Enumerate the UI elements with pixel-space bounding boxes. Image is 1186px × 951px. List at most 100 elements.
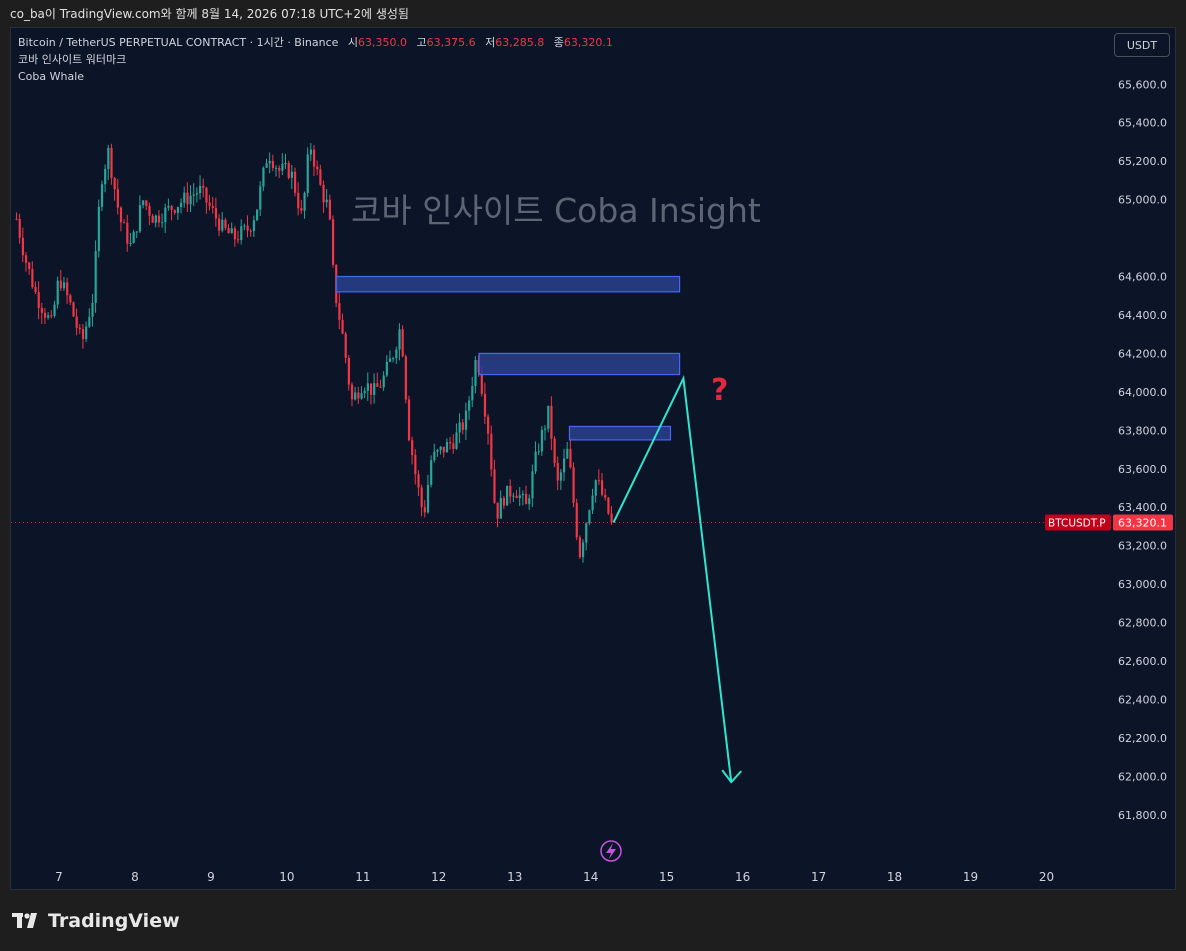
- candle-body: [366, 383, 369, 391]
- candle-body: [325, 199, 328, 203]
- price-axis-label: 62,800.0: [1118, 617, 1167, 630]
- candle-body: [21, 237, 24, 256]
- question-mark: ?: [711, 373, 728, 408]
- candle-body: [274, 167, 278, 169]
- candle-body: [360, 393, 363, 399]
- candle-body: [312, 149, 316, 167]
- low-label: 저: [485, 36, 496, 49]
- candle-body: [271, 160, 275, 169]
- candle-body: [233, 228, 237, 240]
- candle-body: [553, 438, 556, 463]
- time-axis-label: 12: [431, 870, 446, 884]
- candle-body: [575, 502, 578, 538]
- time-axis-label: 14: [583, 870, 598, 884]
- candle-body: [483, 393, 487, 417]
- price-chart[interactable]: 코바 인사이트 Coba Insight? 61,800.0 62,000.0 62,…: [11, 28, 1176, 890]
- price-tag: 63,320.1: [1118, 517, 1167, 530]
- candle-body: [293, 171, 297, 193]
- candle-body: [256, 209, 259, 221]
- price-axis-label: 61,800.0: [1118, 809, 1167, 822]
- time-axis-label: 20: [1039, 870, 1054, 884]
- candle-body: [53, 304, 56, 316]
- candle-body: [581, 542, 585, 558]
- price-axis-label: 63,800.0: [1118, 424, 1167, 437]
- candle-body: [246, 225, 249, 231]
- candle-body: [423, 507, 426, 513]
- price-axis-label: 62,200.0: [1118, 732, 1167, 745]
- candle-body: [506, 485, 509, 506]
- candle-body: [265, 163, 268, 168]
- candle-body: [534, 451, 537, 472]
- candle-body: [116, 189, 119, 208]
- candle-body: [252, 220, 256, 232]
- time-axis-label: 18: [887, 870, 902, 884]
- indicator-coba-whale[interactable]: Coba Whale: [18, 70, 85, 83]
- candle-body: [259, 186, 262, 210]
- candle-body: [392, 358, 395, 360]
- candle-body: [363, 390, 366, 394]
- candle-body: [199, 185, 202, 194]
- candle-body: [56, 280, 59, 305]
- candle-body: [145, 200, 148, 206]
- tradingview-wordmark: TradingView: [48, 910, 180, 932]
- candle-body: [401, 329, 404, 357]
- price-axis-label: 63,400.0: [1118, 501, 1167, 514]
- candle-body: [50, 315, 53, 317]
- candle-body: [319, 169, 322, 185]
- candle-body: [138, 205, 142, 232]
- candle-body: [34, 287, 37, 293]
- tradingview-logo-icon: [12, 913, 37, 928]
- candle-body: [91, 302, 94, 317]
- candle-body: [572, 467, 575, 503]
- candle-body: [192, 194, 195, 196]
- candle-body: [290, 171, 294, 178]
- candle-body: [104, 168, 107, 185]
- currency-button[interactable]: USDT: [1114, 33, 1170, 57]
- candle-body: [281, 164, 284, 171]
- candle-body: [404, 356, 407, 400]
- candle-body: [468, 400, 471, 411]
- candle-body: [417, 474, 420, 488]
- candle-body: [161, 222, 164, 224]
- resistance-zone-3: [568, 425, 672, 441]
- candle-body: [509, 485, 512, 497]
- tradingview-branding[interactable]: TradingView: [12, 906, 180, 936]
- candle-body: [591, 495, 594, 511]
- candle-body: [113, 178, 116, 190]
- candle-body: [306, 154, 309, 193]
- candle-body: [180, 202, 183, 208]
- candle-body: [487, 416, 490, 434]
- candle-body: [442, 446, 445, 453]
- candle-body: [249, 230, 252, 232]
- candle-body: [85, 326, 88, 340]
- candle-body: [525, 493, 528, 505]
- resistance-zone-1: [335, 275, 681, 293]
- lightning-icon[interactable]: [600, 840, 622, 862]
- candle-body: [309, 149, 313, 155]
- candle-body: [126, 222, 129, 244]
- candle-body: [550, 405, 553, 439]
- candle-body: [94, 251, 97, 303]
- candle-body: [300, 208, 303, 211]
- time-axis-label: 19: [963, 870, 978, 884]
- candle-body: [398, 329, 401, 350]
- time-axis-label: 17: [811, 870, 826, 884]
- symbol-title[interactable]: Bitcoin / TetherUS PERPETUAL CONTRACT · …: [18, 36, 339, 49]
- candle-body: [224, 219, 227, 228]
- candle-body: [167, 205, 170, 208]
- candle-body: [66, 282, 69, 296]
- candle-body: [218, 218, 221, 231]
- candle-body: [458, 422, 461, 433]
- candle-body: [430, 460, 433, 485]
- candle-body: [496, 502, 499, 519]
- candle-body: [600, 480, 604, 495]
- indicator-watermark[interactable]: 코바 인사이트 워터마크: [18, 53, 127, 66]
- candle-body: [376, 383, 379, 387]
- candle-body: [230, 228, 233, 234]
- chart-frame[interactable]: 코바 인사이트 Coba Insight? 61,800.0 62,000.0 62,…: [10, 27, 1176, 890]
- price-axis-label: 65,000.0: [1118, 194, 1167, 207]
- candle-body: [268, 160, 271, 164]
- candle-body: [119, 207, 123, 223]
- candle-body: [433, 451, 436, 461]
- candle-body: [287, 163, 290, 178]
